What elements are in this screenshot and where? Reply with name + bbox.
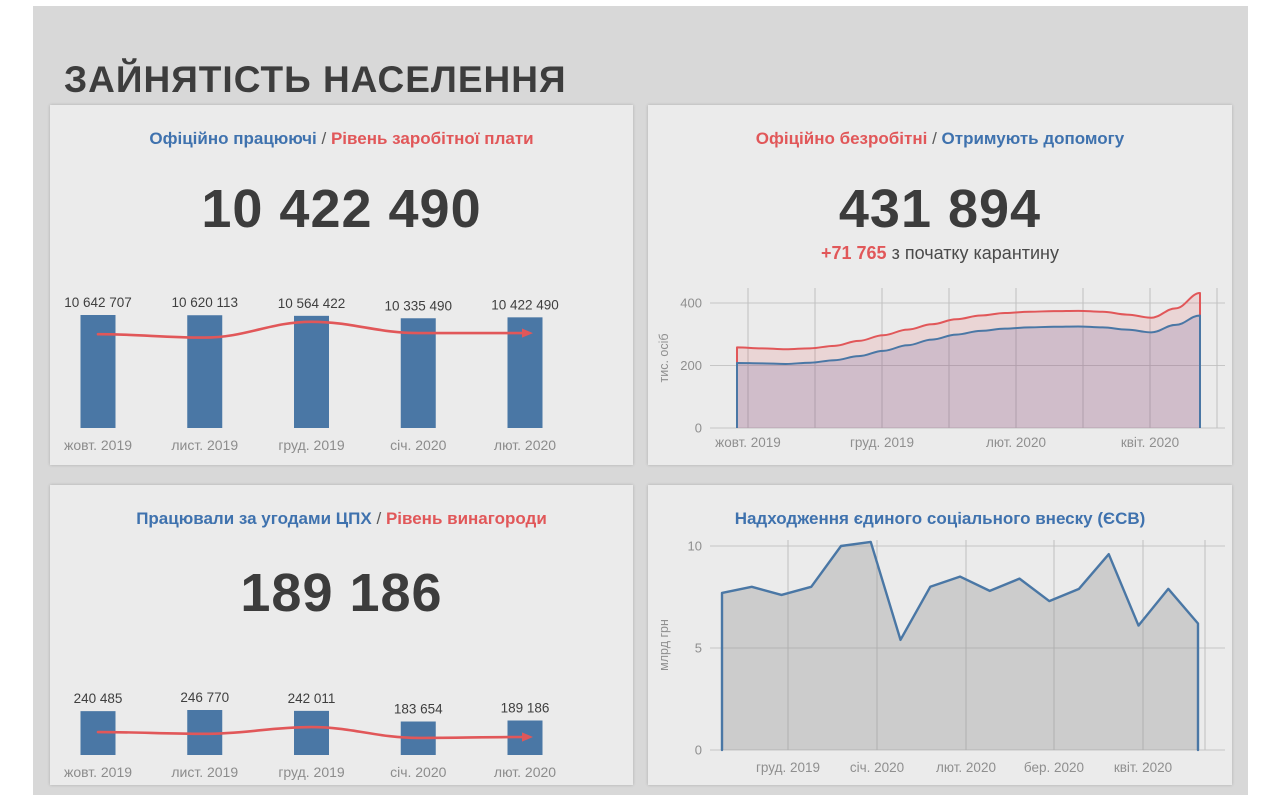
svg-text:лист. 2019: лист. 2019 <box>171 437 238 453</box>
esv-line-chart: 0 5 10 груд. 2019 січ. 2020 лют. 2020 бер. 202… <box>657 539 1225 775</box>
panel-esv-receipts: Надходження єдиного соціального внеску (… <box>648 485 1232 785</box>
svg-text:183 654: 183 654 <box>394 702 443 717</box>
panel-employed-header: Офіційно працюючі / Рівень заробітної пл… <box>50 129 633 149</box>
svg-text:400: 400 <box>680 296 702 311</box>
svg-text:лют. 2020: лют. 2020 <box>986 435 1046 450</box>
svg-text:лист. 2019: лист. 2019 <box>171 764 238 780</box>
svg-text:бер. 2020: бер. 2020 <box>1024 760 1084 775</box>
header-separator: / <box>376 509 382 528</box>
svg-text:240 485: 240 485 <box>74 691 123 706</box>
svg-text:10 620 113: 10 620 113 <box>171 295 238 310</box>
svg-text:січ. 2020: січ. 2020 <box>390 437 447 453</box>
svg-text:січ. 2020: січ. 2020 <box>390 764 447 780</box>
svg-text:жовт. 2019: жовт. 2019 <box>64 437 132 453</box>
quarantine-delta: +71 765 з початку карантину <box>648 243 1232 264</box>
delta-value: +71 765 <box>820 243 887 263</box>
svg-text:10 335 490: 10 335 490 <box>384 298 452 313</box>
svg-text:тис. осіб: тис. осіб <box>657 333 671 382</box>
panel-officially-employed: Офіційно працюючі / Рівень заробітної пл… <box>50 105 633 465</box>
wage-series-label: Рівень заробітної плати <box>330 129 534 148</box>
unemployed-kpi-value: 431 894 <box>838 179 1042 239</box>
panel-cpx-header: Працювали за угодами ЦПХ / Рівень винаго… <box>50 509 633 529</box>
unemployed-area-chart: 0 200 400 жовт. 2019 груд. 2019 лют. 2020 квіт… <box>657 288 1225 450</box>
svg-text:груд. 2019: груд. 2019 <box>756 760 820 775</box>
employed-kpi-value: 10 422 490 <box>201 179 482 239</box>
svg-text:квіт. 2020: квіт. 2020 <box>1121 435 1179 450</box>
esv-title: Надходження єдиного соціального внеску (… <box>734 509 1146 528</box>
panel-cpx-contracts: Працювали за угодами ЦПХ / Рівень винаго… <box>50 485 633 785</box>
cpx-series-label: Працювали за угодами ЦПХ <box>136 509 372 528</box>
svg-text:лют. 2020: лют. 2020 <box>936 760 996 775</box>
panel-esv-header: Надходження єдиного соціального внеску (… <box>648 509 1232 529</box>
svg-text:10 564 422: 10 564 422 <box>278 296 346 311</box>
employed-series-label: Офіційно працюючі <box>149 129 317 148</box>
svg-text:0: 0 <box>695 743 702 758</box>
svg-text:груд. 2019: груд. 2019 <box>278 437 345 453</box>
assistance-series-label: Отримують допомогу <box>941 129 1125 148</box>
svg-text:0: 0 <box>695 421 702 436</box>
svg-text:200: 200 <box>680 358 702 373</box>
dashboard-canvas: ЗАЙНЯТІСТЬ НАСЕЛЕННЯ Офіційно працюючі /… <box>33 6 1248 795</box>
svg-text:лют. 2020: лют. 2020 <box>494 764 556 780</box>
panel-officially-unemployed: Офіційно безробітні / Отримують допомогу… <box>648 105 1232 465</box>
svg-text:жовт. 2019: жовт. 2019 <box>64 764 132 780</box>
svg-text:груд. 2019: груд. 2019 <box>278 764 345 780</box>
svg-text:10: 10 <box>688 539 702 554</box>
cpx-bar-chart: 240 485 жовт. 2019 246 770 лист. 2019 242 01… <box>64 690 556 780</box>
svg-text:246 770: 246 770 <box>180 690 229 705</box>
cpx-kpi-value: 189 186 <box>240 563 443 623</box>
svg-text:242 011: 242 011 <box>288 691 336 706</box>
svg-text:10 422 490: 10 422 490 <box>491 297 559 312</box>
svg-text:млрд грн: млрд грн <box>657 619 671 671</box>
panel-unemployed-header: Офіційно безробітні / Отримують допомогу <box>648 129 1232 149</box>
svg-text:лют. 2020: лют. 2020 <box>494 437 556 453</box>
header-separator: / <box>321 129 327 148</box>
svg-text:189 186: 189 186 <box>501 701 550 716</box>
unemployed-series-label: Офіційно безробітні <box>755 129 928 148</box>
reward-series-label: Рівень винагороди <box>385 509 547 528</box>
svg-text:квіт. 2020: квіт. 2020 <box>1114 760 1172 775</box>
svg-text:груд. 2019: груд. 2019 <box>850 435 914 450</box>
svg-text:січ. 2020: січ. 2020 <box>850 760 904 775</box>
svg-text:5: 5 <box>695 641 702 656</box>
dashboard-title: ЗАЙНЯТІСТЬ НАСЕЛЕННЯ <box>64 58 567 100</box>
svg-text:жовт. 2019: жовт. 2019 <box>715 435 781 450</box>
delta-caption: з початку карантину <box>891 243 1059 263</box>
employed-bar-chart: 10 642 707 жовт. 2019 10 620 113 лист. 2019… <box>64 295 559 453</box>
header-separator: / <box>932 129 937 148</box>
svg-text:10 642 707: 10 642 707 <box>64 295 132 310</box>
